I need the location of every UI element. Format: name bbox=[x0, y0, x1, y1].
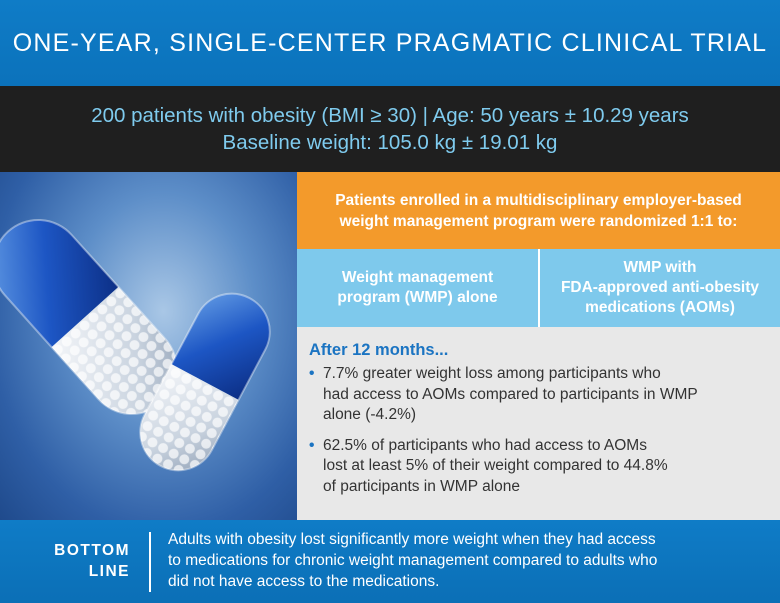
bottom-line-text: Adults with obesity lost significantly m… bbox=[168, 529, 768, 592]
results-heading: After 12 months... bbox=[309, 341, 449, 359]
result-line: alone (-4.2%) bbox=[323, 406, 417, 423]
bottom-divider bbox=[149, 532, 151, 592]
arm-wmp-alone: Weight management program (WMP) alone bbox=[297, 249, 538, 327]
bottom-text-line: did not have access to the medications. bbox=[168, 573, 440, 590]
result-line: 62.5% of participants who had access to … bbox=[323, 436, 647, 454]
patient-stats-banner: 200 patients with obesity (BMI ≥ 30) | A… bbox=[0, 86, 780, 172]
bottom-text-line: to medications for chronic weight manage… bbox=[168, 552, 658, 569]
results-panel: After 12 months... • 7.7% greater weight… bbox=[297, 327, 780, 520]
result-line: 7.7% greater weight loss among participa… bbox=[323, 365, 661, 382]
enrollment-line: Patients enrolled in a multidisciplinary… bbox=[335, 191, 742, 209]
bottom-label-line: BOTTOM bbox=[54, 542, 130, 559]
capsules-icon bbox=[0, 201, 284, 484]
title-banner: ONE-YEAR, SINGLE-CENTER PRAGMATIC CLINIC… bbox=[0, 0, 780, 86]
patient-stats-line: 200 patients with obesity (BMI ≥ 30) | A… bbox=[91, 104, 689, 127]
arm-label-line: FDA-approved anti-obesity bbox=[560, 279, 760, 296]
capsules-image bbox=[0, 172, 297, 520]
bottom-line-label: BOTTOM LINE bbox=[40, 540, 130, 582]
baseline-weight-line: Baseline weight: 105.0 kg ± 19.01 kg bbox=[222, 131, 558, 154]
page-title: ONE-YEAR, SINGLE-CENTER PRAGMATIC CLINIC… bbox=[12, 28, 768, 57]
arm-label-line: medications (AOMs) bbox=[585, 299, 735, 316]
bottom-label-line: LINE bbox=[88, 563, 130, 580]
bottom-line-banner: BOTTOM LINE Adults with obesity lost sig… bbox=[0, 520, 780, 603]
enrollment-banner: Patients enrolled in a multidisciplinary… bbox=[297, 172, 780, 249]
arm-label-line: Weight management bbox=[341, 269, 494, 286]
arm-label-line: program (WMP) alone bbox=[337, 289, 498, 306]
enrollment-line: weight management program were randomize… bbox=[339, 212, 738, 230]
results-list: • 7.7% greater weight loss among partici… bbox=[309, 364, 764, 497]
bottom-text-line: Adults with obesity lost significantly m… bbox=[168, 531, 656, 548]
arm-wmp-with-aoms: WMP with FDA-approved anti-obesity medic… bbox=[540, 249, 780, 327]
list-item: • 62.5% of participants who had access t… bbox=[309, 436, 764, 498]
result-line: lost at least 5% of their weight compare… bbox=[323, 457, 668, 474]
bullet-icon: • bbox=[309, 436, 315, 454]
arm-divider bbox=[538, 249, 540, 327]
list-item: • 7.7% greater weight loss among partici… bbox=[309, 364, 764, 426]
bullet-icon: • bbox=[309, 365, 315, 382]
arm-label-line: WMP with bbox=[623, 259, 697, 276]
result-line: of participants in WMP alone bbox=[323, 477, 521, 495]
result-line: had access to AOMs compared to participa… bbox=[323, 385, 698, 403]
